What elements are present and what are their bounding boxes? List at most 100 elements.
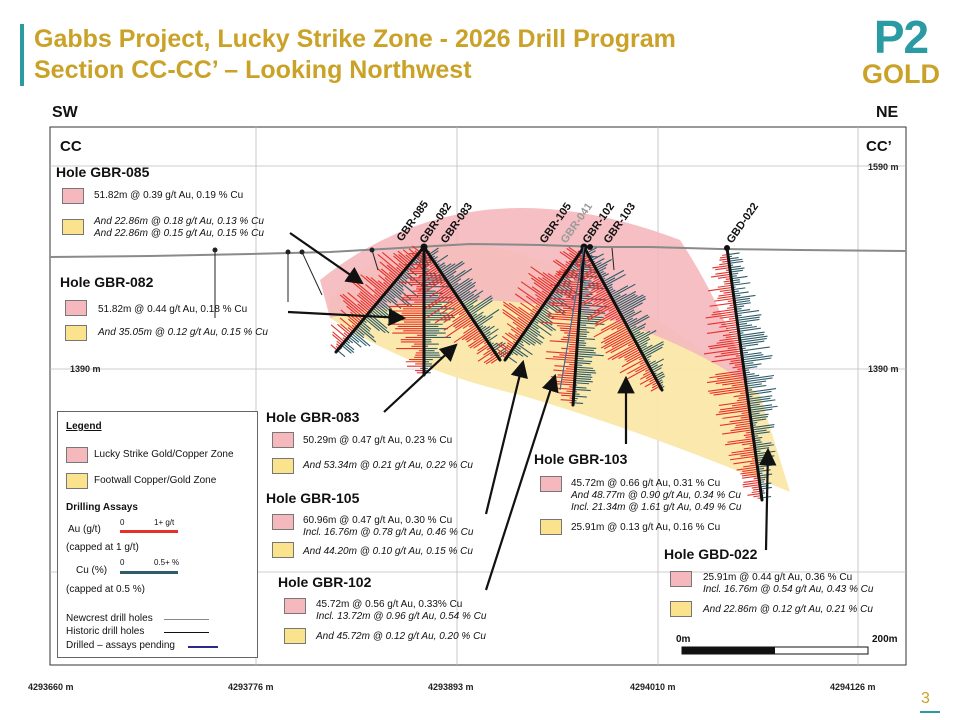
assay-cu-bar-gbr-105 [541, 306, 553, 315]
hole-082-yellow-line: And 35.05m @ 0.12 g/t Au, 0.15 % Cu [98, 327, 268, 338]
assay-cu-bar-gbd-022 [746, 384, 767, 389]
assay-cu-bar-gbr-103 [649, 358, 665, 368]
assay-au-bar-gbd-022 [710, 273, 731, 278]
assay-au-bar-gbr-105 [504, 332, 519, 343]
assay-au-bar-gbr-103 [608, 306, 617, 312]
assay-cu-bar-gbr-083 [467, 295, 492, 313]
assay-au-bar-gbd-022 [715, 271, 731, 275]
assay-au-bar-gbd-022 [717, 284, 733, 288]
assay-cu-bar-gbr-103 [637, 338, 651, 347]
logo-gold: GOLD [862, 59, 940, 89]
hole-102-red-swatch [284, 598, 306, 614]
assay-cu-bar-gbr-083 [428, 247, 439, 255]
historic-collars [212, 247, 375, 255]
assay-au-bar-gbr-085 [330, 324, 348, 339]
assay-au-bar-gbd-022 [708, 286, 733, 292]
assay-cu-bar-gbr-083 [441, 263, 456, 274]
assay-au-bar-gbr-103 [584, 279, 603, 290]
assay-cu-bar-gbr-103 [641, 341, 664, 354]
assay-au-bar-gbr-083 [466, 331, 482, 343]
assay-cu-bar-gbr-085 [371, 309, 380, 317]
assay-cu-bar-gbr-083 [477, 315, 494, 328]
assay-cu-bar-gbr-103 [642, 343, 664, 356]
trace-gbd-022 [725, 246, 764, 502]
assay-cu-bar-gbr-103 [634, 330, 651, 341]
assay-au-bar-gbr-103 [593, 292, 610, 303]
assay-au-bar-gbd-022 [730, 359, 743, 362]
assay-au-bar-gbr-103 [611, 335, 633, 348]
assay-au-bar-gbr-085 [374, 288, 384, 297]
assay-cu-bar-gbr-083 [456, 281, 476, 296]
assay-au-bar-gbd-022 [712, 264, 730, 269]
assay-cu-bar-gbr-102 [573, 395, 587, 398]
assay-cu-bar-gbr-085 [348, 336, 362, 348]
assay-cu-bar-gbr-103 [602, 269, 625, 283]
assay-cu-bar-gbd-022 [734, 302, 751, 306]
assay-au-bar-gbr-103 [584, 285, 606, 298]
assay-cu-bar-gbd-022 [743, 362, 754, 365]
assay-cu-bar-gbr-083 [487, 334, 498, 342]
assay-cu-bar-gbr-102 [574, 375, 593, 378]
legend-footwall-swatch [66, 473, 88, 489]
assay-au-bar-gbr-083 [483, 353, 497, 364]
assay-cu-bar-gbd-022 [744, 373, 755, 376]
assay-au-bar-gbd-022 [715, 378, 746, 385]
assay-cu-bar-gbr-085 [393, 282, 404, 291]
assay-cu-bar-gbr-085 [352, 331, 371, 347]
assay-au-bar-gbr-103 [624, 348, 641, 359]
assay-au-bar-gbd-022 [733, 460, 757, 465]
hole-102-red-line: 45.72m @ 0.56 g/t Au, 0.33% Cu [316, 599, 463, 610]
assay-au-bar-gbd-022 [708, 341, 741, 348]
assay-cu-bar-gbr-085 [361, 321, 372, 330]
title-line-2: Section CC-CC’ – Looking Northwest [34, 56, 472, 84]
hole-082-title: Hole GBR-082 [60, 274, 154, 290]
assay-au-bar-gbr-105 [508, 332, 520, 341]
assay-cu-bar-gbr-102 [579, 306, 590, 309]
assay-au-bar-gbd-022 [720, 350, 742, 355]
assay-au-bar-gbd-022 [708, 385, 747, 392]
legend-au-label: Au (g/t) [68, 524, 101, 535]
assay-au-bar-gbr-105 [510, 328, 522, 337]
assay-cu-bar-gbr-085 [364, 317, 380, 332]
assay-au-bar-gbd-022 [731, 383, 746, 387]
legend-cu-max: 0.5+ % [154, 558, 180, 567]
legend-footwall-label: Footwall Copper/Gold Zone [94, 475, 217, 486]
assay-cu-bar-gbd-022 [739, 331, 765, 337]
assay-au-bar-gbr-102 [552, 356, 577, 359]
assay-cu-bar-gbr-102 [574, 388, 591, 392]
assay-cu-bar-gbr-102 [579, 315, 604, 319]
assay-cu-bar-gbd-022 [730, 269, 744, 273]
assay-au-bar-gbr-103 [588, 273, 600, 280]
assay-au-bar-gbd-022 [741, 473, 759, 477]
assay-cu-bar-gbr-103 [652, 367, 662, 374]
assay-cu-bar-gbr-102 [578, 319, 600, 323]
hole-103-yellow-line: 25.91m @ 0.13 g/t Au, 0.16 % Cu [571, 522, 721, 533]
legend-gold-zone-swatch [66, 447, 88, 463]
easting-1: 4293660 m [28, 682, 74, 692]
assay-au-bar-gbr-083 [423, 289, 453, 310]
assay-cu-bar-gbr-103 [591, 253, 604, 262]
assay-au-bar-gbr-105 [530, 266, 558, 286]
assay-au-bar-gbd-022 [719, 262, 730, 266]
assay-au-bar-gbd-022 [719, 258, 729, 261]
assay-au-bar-gbr-103 [642, 370, 652, 376]
assay-cu-bar-gbd-022 [754, 442, 772, 446]
assay-au-bar-gbd-022 [736, 398, 749, 402]
assay-au-bar-gbd-022 [724, 440, 754, 446]
assay-au-bar-gbr-083 [490, 357, 500, 364]
assay-cu-bar-gbr-102 [579, 313, 592, 316]
assay-cu-bar-gbr-103 [655, 373, 665, 379]
assay-cu-bar-gbr-085 [385, 292, 398, 303]
legend-gold-zone-label: Lucky Strike Gold/Copper Zone [94, 449, 234, 460]
assay-cu-bar-gbd-022 [746, 383, 763, 387]
assay-au-bar-gbr-102 [561, 347, 577, 350]
hole-082-red-swatch [65, 300, 87, 316]
trace-gbr-102 [571, 245, 586, 407]
assay-au-bar-gbr-103 [594, 300, 614, 312]
assay-cu-bar-gbr-083 [457, 284, 476, 298]
legend-au-min: 0 [120, 518, 125, 527]
assay-cu-bar-gbd-022 [739, 333, 765, 339]
assay-cu-bar-gbr-103 [604, 273, 626, 287]
assay-cu-bar-gbr-103 [631, 326, 646, 335]
assay-au-bar-gbr-103 [605, 337, 634, 354]
